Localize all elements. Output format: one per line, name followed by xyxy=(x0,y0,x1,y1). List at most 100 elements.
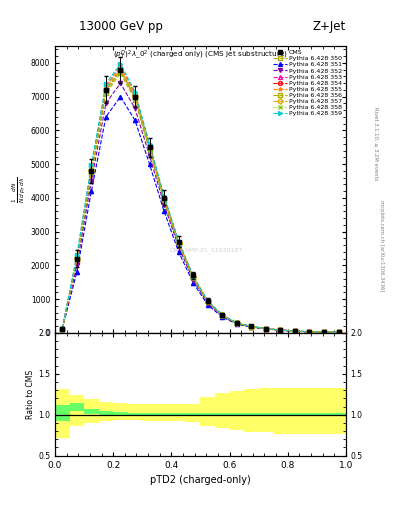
Pythia 6.428 359 xyxy=(147,141,152,147)
Line: Pythia 6.428 352: Pythia 6.428 352 xyxy=(60,81,341,334)
Pythia 6.428 356 xyxy=(176,240,181,246)
Pythia 6.428 358 xyxy=(104,88,108,94)
Pythia 6.428 354 xyxy=(206,298,210,305)
Pythia 6.428 353 xyxy=(75,255,79,262)
Pythia 6.428 354 xyxy=(176,240,181,246)
Pythia 6.428 354 xyxy=(234,320,239,326)
Pythia 6.428 356 xyxy=(336,329,341,335)
Pythia 6.428 359 xyxy=(133,89,138,95)
Pythia 6.428 357 xyxy=(206,298,210,305)
Pythia 6.428 354 xyxy=(278,327,283,333)
Pythia 6.428 359 xyxy=(322,329,327,335)
Pythia 6.428 358 xyxy=(263,326,268,332)
Pythia 6.428 353 xyxy=(220,312,225,318)
Pythia 6.428 352 xyxy=(278,327,283,333)
Pythia 6.428 353 xyxy=(206,298,210,304)
Pythia 6.428 352 xyxy=(118,80,123,86)
Pythia 6.428 352 xyxy=(191,277,196,283)
Pythia 6.428 355 xyxy=(176,239,181,245)
Pythia 6.428 355 xyxy=(307,329,312,335)
Pythia 6.428 355 xyxy=(191,273,196,280)
Pythia 6.428 353 xyxy=(118,63,123,70)
Pythia 6.428 359 xyxy=(104,81,108,87)
Pythia 6.428 359 xyxy=(263,326,268,332)
Pythia 6.428 357 xyxy=(75,255,79,261)
Pythia 6.428 354 xyxy=(60,326,64,332)
Pythia 6.428 359 xyxy=(75,252,79,258)
Y-axis label: Ratio to CMS: Ratio to CMS xyxy=(26,370,35,419)
Pythia 6.428 351 xyxy=(162,208,167,215)
Pythia 6.428 357 xyxy=(336,329,341,335)
Y-axis label: $\frac{1}{N}\frac{dN}{d\,p_T\,d\lambda}$: $\frac{1}{N}\frac{dN}{d\,p_T\,d\lambda}$ xyxy=(11,176,28,203)
Line: Pythia 6.428 350: Pythia 6.428 350 xyxy=(60,71,341,334)
Pythia 6.428 354 xyxy=(322,329,327,335)
Pythia 6.428 352 xyxy=(89,178,94,184)
Pythia 6.428 358 xyxy=(336,329,341,335)
Pythia 6.428 354 xyxy=(292,328,297,334)
Pythia 6.428 357 xyxy=(147,144,152,150)
Pythia 6.428 358 xyxy=(133,95,138,101)
Pythia 6.428 353 xyxy=(104,83,108,90)
Text: $(p_T^D)^2\lambda\_0^2$ (charged only) (CMS jet substructure): $(p_T^D)^2\lambda\_0^2$ (charged only) (… xyxy=(113,49,288,62)
Pythia 6.428 351 xyxy=(176,249,181,255)
Pythia 6.428 355 xyxy=(206,298,210,304)
Pythia 6.428 358 xyxy=(176,240,181,246)
Pythia 6.428 351 xyxy=(75,269,79,275)
Pythia 6.428 355 xyxy=(263,326,268,332)
Pythia 6.428 350 xyxy=(133,97,138,103)
Pythia 6.428 350 xyxy=(307,329,312,335)
Pythia 6.428 355 xyxy=(104,83,108,90)
Text: CMS-SMP-21_11920187: CMS-SMP-21_11920187 xyxy=(170,247,243,252)
Pythia 6.428 358 xyxy=(322,329,327,335)
Pythia 6.428 359 xyxy=(336,329,341,335)
Pythia 6.428 353 xyxy=(147,142,152,148)
Pythia 6.428 350 xyxy=(104,90,108,96)
Pythia 6.428 358 xyxy=(278,327,283,333)
Pythia 6.428 356 xyxy=(133,94,138,100)
Pythia 6.428 351 xyxy=(278,327,283,333)
Pythia 6.428 357 xyxy=(263,326,268,332)
Pythia 6.428 356 xyxy=(104,88,108,94)
Pythia 6.428 351 xyxy=(322,329,327,335)
Legend: CMS, Pythia 6.428 350, Pythia 6.428 351, Pythia 6.428 352, Pythia 6.428 353, Pyt: CMS, Pythia 6.428 350, Pythia 6.428 351,… xyxy=(273,49,343,117)
Pythia 6.428 359 xyxy=(220,312,225,318)
Line: Pythia 6.428 351: Pythia 6.428 351 xyxy=(60,95,341,334)
Pythia 6.428 350 xyxy=(263,326,268,332)
Pythia 6.428 354 xyxy=(118,67,123,73)
Line: Pythia 6.428 356: Pythia 6.428 356 xyxy=(60,68,341,334)
Pythia 6.428 356 xyxy=(118,67,123,73)
Pythia 6.428 350 xyxy=(147,147,152,154)
Pythia 6.428 350 xyxy=(60,326,64,332)
Pythia 6.428 359 xyxy=(206,298,210,304)
Line: Pythia 6.428 353: Pythia 6.428 353 xyxy=(60,64,341,334)
Pythia 6.428 350 xyxy=(249,324,254,330)
Pythia 6.428 358 xyxy=(89,169,94,175)
Pythia 6.428 359 xyxy=(89,162,94,168)
Pythia 6.428 354 xyxy=(249,324,254,330)
Pythia 6.428 350 xyxy=(336,329,341,335)
Pythia 6.428 357 xyxy=(176,240,181,246)
Pythia 6.428 353 xyxy=(292,328,297,334)
Line: Pythia 6.428 357: Pythia 6.428 357 xyxy=(60,67,341,334)
X-axis label: pTD2 (charged-only): pTD2 (charged-only) xyxy=(150,475,251,485)
Pythia 6.428 351 xyxy=(89,188,94,194)
Pythia 6.428 354 xyxy=(89,168,94,174)
Pythia 6.428 350 xyxy=(292,328,297,334)
Pythia 6.428 350 xyxy=(234,320,239,326)
Pythia 6.428 355 xyxy=(118,63,123,70)
Pythia 6.428 356 xyxy=(162,196,167,202)
Pythia 6.428 352 xyxy=(249,324,254,330)
Pythia 6.428 351 xyxy=(206,302,210,308)
Pythia 6.428 355 xyxy=(60,326,64,332)
Pythia 6.428 353 xyxy=(60,326,64,332)
Pythia 6.428 356 xyxy=(307,329,312,335)
Pythia 6.428 351 xyxy=(147,161,152,167)
Pythia 6.428 354 xyxy=(133,94,138,100)
Pythia 6.428 355 xyxy=(162,194,167,200)
Pythia 6.428 353 xyxy=(263,326,268,332)
Pythia 6.428 350 xyxy=(176,242,181,248)
Pythia 6.428 353 xyxy=(162,194,167,200)
Pythia 6.428 358 xyxy=(206,298,210,305)
Pythia 6.428 351 xyxy=(133,117,138,123)
Pythia 6.428 350 xyxy=(206,299,210,305)
